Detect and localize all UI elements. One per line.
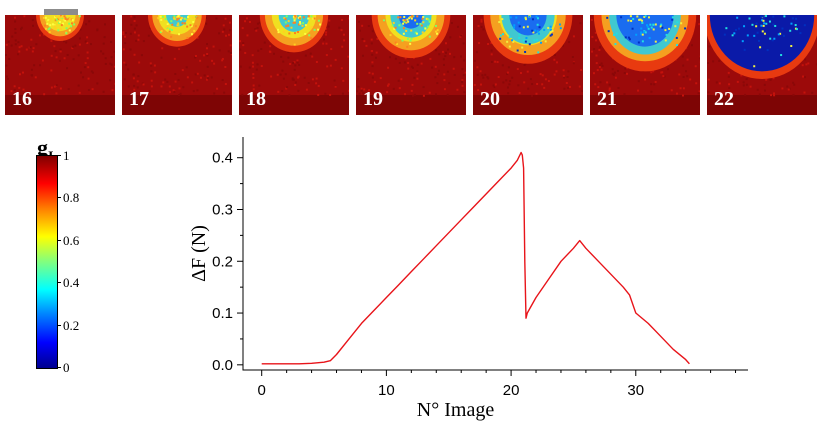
image-panel-17: 17 (122, 15, 232, 115)
colorbar-ticks: 1 0.8 0.6 0.4 0.2 0 (57, 149, 97, 374)
colorbar-tick-label: 1 (63, 148, 70, 163)
image-panel-label: 22 (714, 88, 734, 110)
image-panel-label: 20 (480, 88, 500, 110)
y-tick-label: 0.4 (212, 150, 233, 167)
colorbar-tick (57, 282, 61, 284)
colorbar-tick-label: 0.4 (63, 275, 80, 291)
image-panel-label: 18 (246, 88, 266, 110)
image-panel-label: 19 (363, 88, 383, 110)
image-panel-strip: 16 17 18 19 20 21 22 (5, 15, 825, 115)
image-panel-label: 21 (597, 88, 617, 110)
x-axis-label: N° Image (417, 399, 495, 421)
image-panel-22: 22 (707, 15, 817, 115)
colorbar-tick-label: 0.2 (63, 317, 80, 333)
image-panel-label: 16 (12, 88, 32, 110)
x-tick-label: 30 (627, 382, 644, 399)
x-tick-label: 10 (378, 382, 395, 399)
y-axis-label: ΔF (N) (188, 225, 210, 282)
image-panel-18: 18 (239, 15, 349, 115)
chart-axes (242, 137, 748, 371)
colorbar-tick (57, 239, 61, 241)
image-panel-16: 16 (5, 15, 115, 115)
colorbar-tick (57, 324, 61, 326)
y-tick-label: 0.2 (212, 253, 233, 270)
image-panel-20: 20 (473, 15, 583, 115)
image-panel-21: 21 (590, 15, 700, 115)
colorbar (36, 155, 58, 369)
colorbar-tick (57, 155, 61, 156)
image-panel-label: 17 (129, 88, 149, 110)
image-panel-19: 19 (356, 15, 466, 115)
x-tick-label: 20 (503, 382, 520, 399)
series-line (261, 151, 690, 365)
colorbar-tick-label: 0.8 (63, 190, 80, 206)
y-tick-label: 0.0 (212, 357, 233, 374)
colorbar-title-main: g (37, 135, 48, 160)
y-tick-label: 0.3 (212, 201, 233, 218)
scale-bar (44, 9, 78, 15)
colorbar-tick-label: 0 (63, 360, 70, 375)
x-tick-label: 0 (258, 382, 266, 399)
y-tick-label: 0.1 (212, 305, 233, 322)
colorbar-tick (57, 197, 61, 199)
colorbar-tick (57, 367, 61, 368)
colorbar-tick-label: 0.6 (63, 232, 80, 248)
